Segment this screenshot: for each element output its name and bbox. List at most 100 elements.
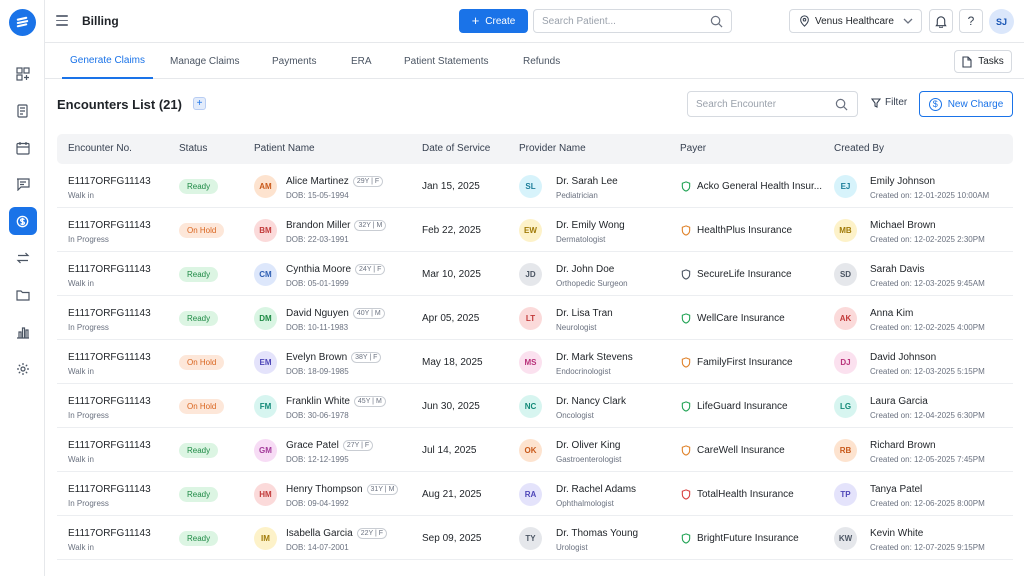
messages-icon[interactable]	[0, 170, 45, 198]
billing-icon[interactable]	[0, 207, 45, 235]
tab-manage-claims[interactable]: Manage Claims	[170, 55, 240, 67]
provider-name[interactable]: Dr. John Doe	[556, 264, 615, 275]
created-by-name: Sarah Davis	[870, 264, 925, 275]
table-row[interactable]: E1117ORFG11143 In Progress Ready DM Davi…	[57, 296, 1013, 340]
column-provider-name[interactable]: Provider Name	[519, 143, 586, 154]
tab-refunds[interactable]: Refunds	[523, 55, 561, 67]
encounter-number[interactable]: E1117ORFG11143	[68, 264, 151, 275]
encounter-number[interactable]: E1117ORFG11143	[68, 528, 151, 539]
new-charge-button[interactable]: $ New Charge	[919, 91, 1013, 117]
encounter-number[interactable]: E1117ORFG11143	[68, 396, 151, 407]
help-button[interactable]: ?	[959, 9, 983, 33]
created-on: Created on: 12-01-2025 10:00AM	[870, 191, 990, 200]
patient-name[interactable]: David Nguyen 40Y | M	[286, 308, 385, 319]
provider-name[interactable]: Dr. Oliver King	[556, 440, 621, 451]
calendar-icon[interactable]	[0, 134, 45, 162]
provider-name[interactable]: Dr. Thomas Young	[556, 528, 639, 539]
add-encounter-button[interactable]: +	[193, 97, 206, 110]
column-encounter-no[interactable]: Encounter No.	[68, 143, 132, 154]
patient-name[interactable]: Franklin White 45Y | M	[286, 396, 386, 407]
patient-name-text: Henry Thompson	[286, 484, 363, 495]
documents-icon[interactable]	[0, 97, 45, 125]
status-badge: Ready	[179, 179, 219, 194]
menu-icon[interactable]	[56, 15, 68, 26]
age-gender-badge: 40Y | M	[352, 308, 385, 319]
encounter-number[interactable]: E1117ORFG11143	[68, 220, 151, 231]
patient-name[interactable]: Evelyn Brown 38Y | F	[286, 352, 382, 363]
provider-name[interactable]: Dr. Sarah Lee	[556, 176, 618, 187]
encounter-number[interactable]: E1117ORFG11143	[68, 308, 151, 319]
location-selector[interactable]: Venus Healthcare	[789, 9, 922, 33]
provider-name[interactable]: Dr. Emily Wong	[556, 220, 625, 231]
tab-generate-claims[interactable]: Generate Claims	[62, 43, 153, 79]
encounter-number[interactable]: E1117ORFG11143	[68, 484, 151, 495]
search-encounter-input[interactable]: Search Encounter	[687, 91, 858, 117]
dashboard-icon[interactable]	[0, 60, 45, 88]
tab-era[interactable]: ERA	[351, 55, 372, 67]
table-row[interactable]: E1117ORFG11143 Walk in Ready CM Cynthia …	[57, 252, 1013, 296]
tab-bar: Generate Claims Manage Claims Payments E…	[45, 43, 1024, 79]
patient-name[interactable]: Grace Patel 27Y | F	[286, 440, 374, 451]
notifications-button[interactable]	[929, 9, 953, 33]
provider-avatar: LT	[519, 307, 542, 330]
table-row[interactable]: E1117ORFG11143 Walk in On Hold EM Evelyn…	[57, 340, 1013, 384]
provider-specialty: Neurologist	[556, 323, 597, 332]
search-patient-input[interactable]: Search Patient...	[533, 9, 732, 33]
table-row[interactable]: E1117ORFG11143 In Progress On Hold BM Br…	[57, 208, 1013, 252]
encounter-type: Walk in	[68, 455, 94, 464]
create-button[interactable]: + Create	[459, 9, 528, 33]
table-row[interactable]: E1117ORFG11143 Walk in Ready GM Grace Pa…	[57, 428, 1013, 472]
table-row[interactable]: E1117ORFG11143 Walk in Ready IM Isabella…	[57, 516, 1013, 560]
encounter-number[interactable]: E1117ORFG11143	[68, 352, 151, 363]
search-patient-placeholder: Search Patient...	[542, 15, 616, 27]
patient-name-text: Evelyn Brown	[286, 352, 348, 363]
encounter-type: Walk in	[68, 191, 94, 200]
user-avatar[interactable]: SJ	[989, 9, 1014, 34]
column-status[interactable]: Status	[179, 143, 208, 154]
patient-name[interactable]: Alice Martinez 29Y | F	[286, 176, 384, 187]
age-gender-badge: 27Y | F	[342, 440, 374, 451]
tab-patient-statements[interactable]: Patient Statements	[404, 55, 489, 67]
provider-specialty: Gastroenterologist	[556, 455, 622, 464]
status-badge: Ready	[179, 267, 219, 282]
column-patient-name[interactable]: Patient Name	[254, 143, 315, 154]
status-badge: Ready	[179, 311, 219, 326]
tab-payments[interactable]: Payments	[272, 55, 317, 67]
patient-avatar: GM	[254, 439, 277, 462]
folder-icon[interactable]	[0, 281, 45, 309]
creator-avatar: LG	[834, 395, 857, 418]
patient-name-text: Isabella Garcia	[286, 528, 353, 539]
table-row[interactable]: E1117ORFG11143 In Progress On Hold FM Fr…	[57, 384, 1013, 428]
document-icon	[962, 55, 972, 68]
shield-icon	[681, 489, 691, 500]
reports-icon[interactable]	[0, 318, 45, 346]
date-of-service: Sep 09, 2025	[422, 533, 482, 544]
provider-name[interactable]: Dr. Rachel Adams	[556, 484, 637, 495]
transfer-icon[interactable]	[0, 244, 45, 272]
shield-icon	[681, 445, 691, 456]
column-created-by[interactable]: Created By	[834, 143, 885, 154]
table-row[interactable]: E1117ORFG11143 In Progress Ready HM Henr…	[57, 472, 1013, 516]
settings-icon[interactable]	[0, 355, 45, 383]
payer: Acko General Health Insur...	[681, 181, 822, 192]
provider-name[interactable]: Dr. Lisa Tran	[556, 308, 613, 319]
payer-name: HealthPlus Insurance	[697, 225, 793, 236]
patient-name[interactable]: Cynthia Moore 24Y | F	[286, 264, 386, 275]
filter-button[interactable]: Filter	[871, 97, 907, 108]
table-row[interactable]: E1117ORFG11143 Walk in Ready AM Alice Ma…	[57, 164, 1013, 208]
encounter-number[interactable]: E1117ORFG11143	[68, 176, 151, 187]
patient-name[interactable]: Isabella Garcia 22Y | F	[286, 528, 388, 539]
provider-avatar: SL	[519, 175, 542, 198]
tasks-button[interactable]: Tasks	[954, 50, 1012, 73]
patient-avatar: CM	[254, 263, 277, 286]
encounter-number[interactable]: E1117ORFG11143	[68, 440, 151, 451]
provider-name[interactable]: Dr. Mark Stevens	[556, 352, 633, 363]
patient-name[interactable]: Brandon Miller 32Y | M	[286, 220, 387, 231]
column-payer[interactable]: Payer	[680, 143, 707, 154]
provider-name[interactable]: Dr. Nancy Clark	[556, 396, 627, 407]
patient-name[interactable]: Henry Thompson 31Y | M	[286, 484, 399, 495]
app-logo-icon[interactable]	[9, 9, 36, 36]
age-gender-badge: 29Y | F	[352, 176, 384, 187]
age-gender-badge: 38Y | F	[351, 352, 382, 363]
column-date-of-service[interactable]: Date of Service	[422, 143, 491, 154]
